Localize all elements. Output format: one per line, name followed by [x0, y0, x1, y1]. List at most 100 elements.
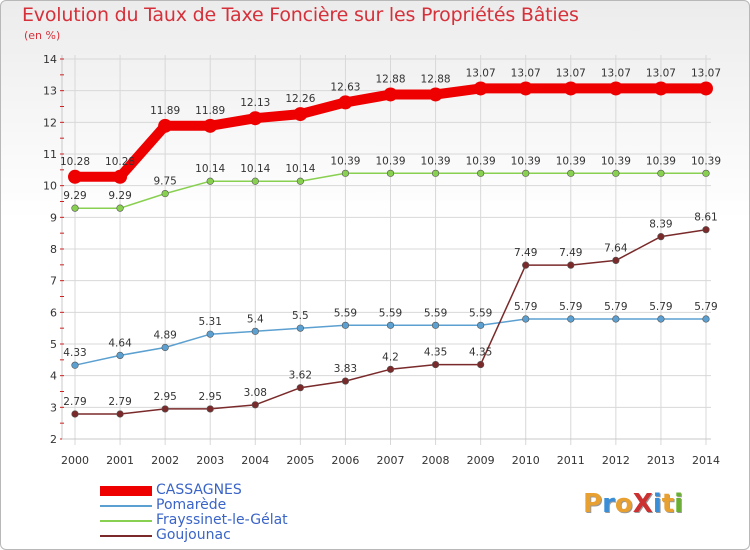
- chart-title: Evolution du Taux de Taxe Foncière sur l…: [22, 4, 579, 26]
- y-tick-label: 2: [50, 433, 57, 446]
- chart-subtitle: (en %): [24, 29, 61, 42]
- x-tick-label: 2008: [422, 454, 450, 467]
- data-label-2-11: 10.39: [556, 155, 586, 167]
- data-label-2-9: 10.39: [466, 155, 496, 167]
- data-label-0-10: 13.07: [511, 67, 541, 79]
- legend-label: Goujounac: [156, 527, 231, 543]
- data-label-2-6: 10.39: [330, 155, 360, 167]
- x-tick-label: 2001: [106, 454, 134, 467]
- data-label-0-5: 12.26: [285, 93, 315, 105]
- data-point-0-12: [608, 81, 623, 96]
- data-point-0-13: [653, 81, 668, 96]
- data-point-2-9: [477, 169, 485, 177]
- axes: 2 3 4 5 6 7 8 9 10 11 12 13 14 2000 2001 2002 2003 2004 20…: [43, 53, 720, 467]
- y-tick-label: 4: [50, 370, 57, 383]
- x-tick-label: 2000: [61, 454, 89, 467]
- series: [68, 81, 713, 418]
- data-point-3-2: [161, 405, 169, 413]
- data-label-1-13: 5.79: [649, 301, 672, 313]
- data-point-1-7: [386, 321, 395, 329]
- y-tick-label: 13: [43, 85, 57, 98]
- data-point-0-7: [383, 87, 398, 102]
- data-point-3-0: [71, 410, 79, 418]
- x-tick-label: 2003: [196, 454, 224, 467]
- data-label-1-0: 4.33: [63, 347, 86, 359]
- data-point-2-11: [567, 169, 575, 177]
- data-label-2-7: 10.39: [375, 155, 405, 167]
- data-label-3-0: 2.79: [63, 396, 86, 408]
- data-point-1-4: [251, 327, 259, 335]
- data-point-2-8: [431, 169, 440, 177]
- data-point-3-14: [702, 226, 710, 234]
- x-tick-label: 2004: [241, 454, 269, 467]
- x-tick-label: 2006: [331, 454, 359, 467]
- data-point-0-14: [699, 81, 713, 96]
- data-label-1-12: 5.79: [604, 301, 627, 313]
- data-label-3-12: 7.64: [604, 242, 628, 254]
- data-label-1-14: 5.79: [694, 301, 717, 313]
- data-label-0-8: 12.88: [421, 73, 451, 85]
- data-label-0-2: 11.89: [150, 105, 180, 117]
- data-point-2-10: [522, 169, 530, 177]
- data-point-0-9: [473, 81, 488, 96]
- y-tick-label: 6: [50, 306, 57, 319]
- data-label-3-5: 3.62: [289, 370, 312, 382]
- data-point-2-1: [116, 204, 124, 212]
- data-point-1-6: [341, 321, 350, 329]
- data-label-0-0: 10.28: [60, 156, 90, 168]
- data-point-1-5: [296, 324, 304, 332]
- data-point-1-8: [431, 321, 440, 329]
- data-label-1-11: 5.79: [559, 301, 582, 313]
- data-label-0-13: 13.07: [646, 67, 676, 79]
- data-point-1-3: [206, 330, 214, 338]
- data-label-0-3: 11.89: [195, 105, 225, 117]
- data-point-2-12: [612, 169, 620, 177]
- data-point-1-1: [116, 351, 124, 360]
- data-label-0-14: 13.07: [691, 67, 721, 79]
- y-tick-label: 14: [43, 53, 57, 66]
- data-point-1-0: [71, 361, 79, 369]
- data-label-3-4: 3.08: [244, 387, 267, 399]
- data-label-2-5: 10.14: [285, 163, 315, 175]
- y-tick-label: 10: [43, 180, 57, 193]
- data-point-3-9: [477, 360, 485, 369]
- data-point-3-1: [116, 410, 124, 418]
- legend-label: CASSAGNES: [156, 482, 242, 498]
- data-label-2-13: 10.39: [646, 155, 676, 167]
- data-label-2-3: 10.14: [195, 163, 225, 175]
- data-point-2-7: [386, 169, 395, 177]
- data-label-2-14: 10.39: [691, 155, 721, 167]
- data-label-2-0: 9.29: [63, 190, 86, 202]
- data-point-0-10: [518, 81, 533, 96]
- data-point-0-6: [338, 95, 353, 110]
- data-point-2-3: [206, 177, 214, 185]
- x-tick-label: 2012: [602, 454, 630, 467]
- y-tick-label: 9: [50, 211, 57, 224]
- data-point-2-6: [341, 169, 350, 177]
- data-label-2-8: 10.39: [421, 155, 451, 167]
- data-label-1-9: 5.59: [469, 307, 492, 319]
- x-tick-label: 2009: [467, 454, 495, 467]
- data-point-0-1: [113, 169, 128, 184]
- data-point-2-5: [296, 177, 304, 185]
- data-point-1-10: [522, 315, 530, 323]
- y-tick-label: 3: [50, 401, 57, 414]
- data-label-3-8: 4.35: [424, 347, 447, 359]
- data-label-0-7: 12.88: [375, 73, 405, 85]
- data-label-3-13: 8.39: [649, 219, 672, 231]
- data-label-0-9: 13.07: [466, 67, 496, 79]
- y-tick-label: 5: [50, 338, 57, 351]
- legend-label: Frayssinet-le-Gélat: [156, 512, 288, 528]
- x-tick-label: 2011: [557, 454, 585, 467]
- x-tick-label: 2013: [647, 454, 675, 467]
- data-point-2-0: [71, 204, 79, 212]
- data-point-3-10: [522, 261, 530, 269]
- data-point-1-13: [657, 315, 665, 323]
- x-tick-label: 2010: [512, 454, 540, 467]
- data-label-2-2: 9.75: [153, 176, 176, 188]
- proxiti-logo[interactable]: ProXiti: [583, 489, 684, 519]
- data-point-0-8: [428, 87, 443, 102]
- legend-label: Pomarède: [156, 497, 227, 513]
- y-tick-label: 8: [50, 243, 57, 256]
- data-point-2-4: [251, 177, 259, 185]
